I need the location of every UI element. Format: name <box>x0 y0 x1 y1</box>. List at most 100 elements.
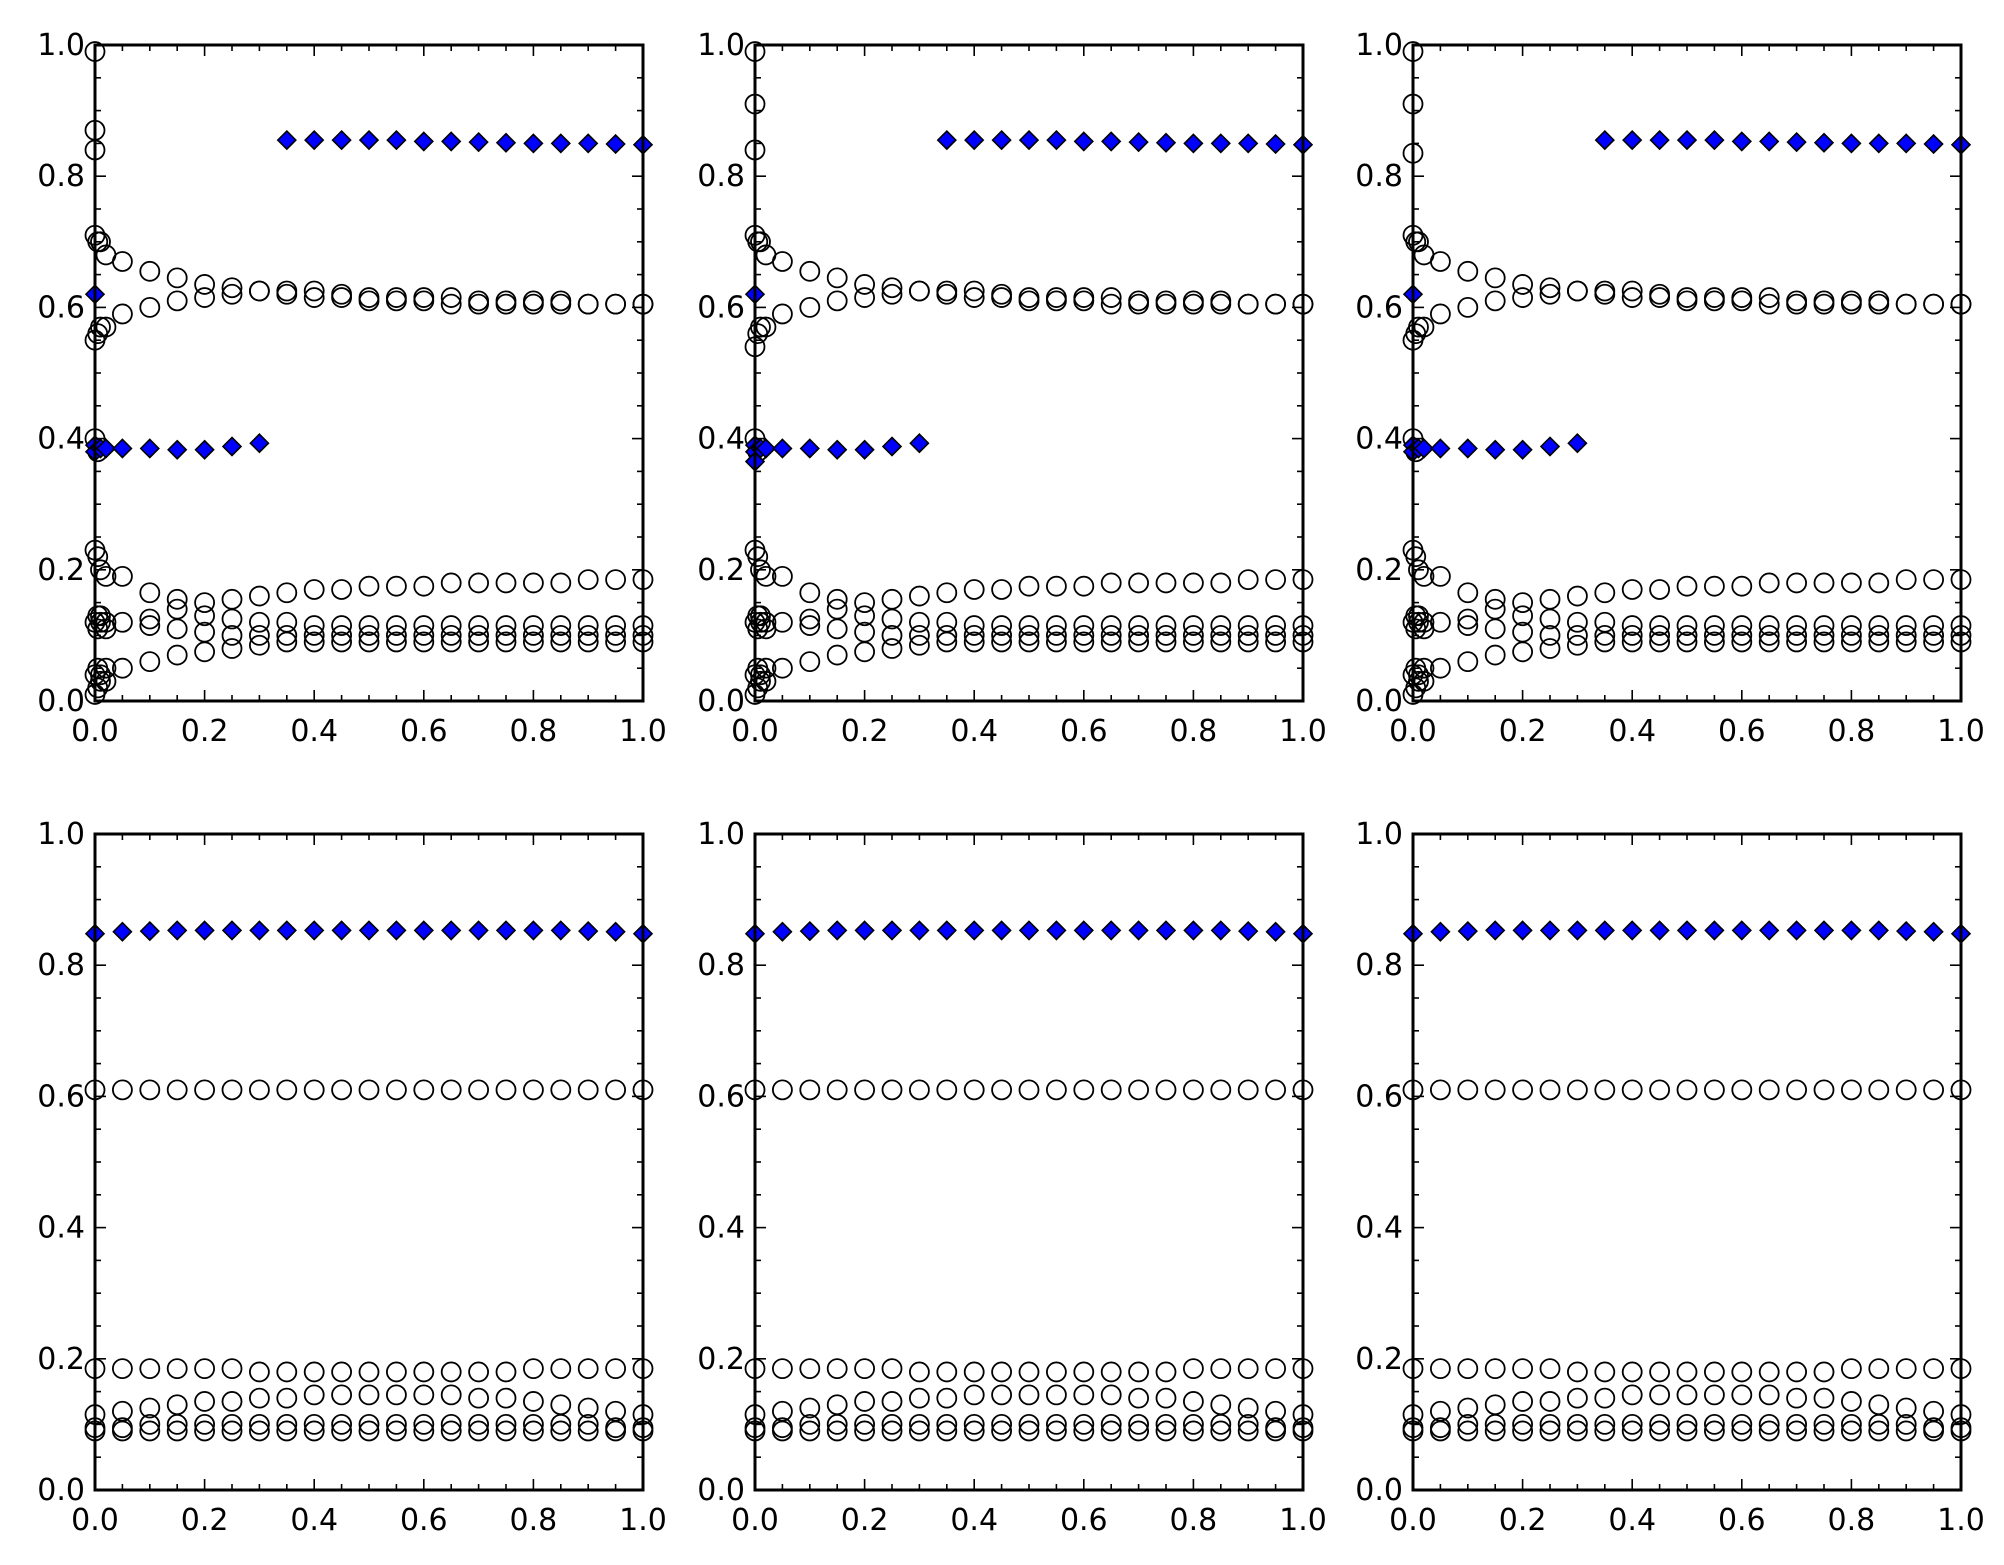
data-point-circle <box>936 631 958 653</box>
data-point-circle <box>1457 260 1479 282</box>
data-point-circle <box>1237 631 1259 653</box>
data-point-circle <box>1430 1420 1451 1442</box>
x-tick-label: 1.0 <box>1279 714 1327 749</box>
x-tick-label: 0.6 <box>1060 714 1108 749</box>
data-point-circle <box>1155 631 1177 653</box>
data-point-circle <box>1484 1414 1506 1435</box>
data-point-circle <box>826 644 848 666</box>
data-point-circle <box>1895 1420 1917 1442</box>
data-point-circle <box>936 1079 958 1101</box>
data-point-circle <box>1430 611 1451 633</box>
data-point-circle <box>1128 1387 1149 1409</box>
data-point-circle <box>963 615 985 636</box>
data-point-circle <box>963 631 985 653</box>
y-tick-label: 0.6 <box>1355 1079 1403 1114</box>
data-point-circle <box>385 631 407 653</box>
data-point-circle <box>772 303 793 325</box>
data-point-circle <box>276 1387 298 1409</box>
data-point-circle <box>221 1358 243 1380</box>
data-point-circle <box>799 1358 821 1380</box>
data-point-circle <box>440 1361 462 1383</box>
data-point-circle <box>799 1397 821 1419</box>
data-point-circle <box>1841 572 1862 594</box>
data-point-circle <box>550 625 572 646</box>
subplot-3: 0.0 0.2 0.4 0.6 0.8 1.0 0.0 0.2 0.4 0.6 0.8 1.0 <box>1355 28 1985 749</box>
data-point-circle <box>139 1420 161 1442</box>
data-point-diamond <box>441 131 462 152</box>
data-point-circle <box>909 585 930 607</box>
data-point-circle <box>1408 231 1429 253</box>
data-point-circle <box>385 1414 407 1435</box>
data-point-circle <box>413 575 435 597</box>
data-point-circle <box>413 631 435 653</box>
series-diamond <box>744 920 1314 944</box>
data-point-circle <box>936 1414 958 1435</box>
data-point-circle <box>1210 625 1232 646</box>
data-point-circle <box>1676 575 1698 597</box>
subplot-grid: 0.0 0.2 0.4 0.6 0.8 1.00.00.20.40.60.81.00.0 0… <box>37 28 1985 1538</box>
data-point-diamond <box>827 920 848 941</box>
data-point-circle <box>909 634 930 656</box>
data-point-circle <box>1237 1358 1259 1380</box>
data-point-diamond <box>1813 920 1835 941</box>
y-tick-label: 0.2 <box>37 553 85 588</box>
data-point-circle <box>1786 1420 1807 1442</box>
x-tick-label: 0.0 <box>71 1503 119 1538</box>
data-point-diamond <box>909 920 930 941</box>
data-point-circle <box>881 1420 903 1442</box>
data-point-circle <box>1786 293 1807 315</box>
data-point-circle <box>1731 1384 1753 1406</box>
data-point-diamond <box>468 131 489 153</box>
data-point-circle <box>1512 1420 1533 1442</box>
data-point-circle <box>1046 1420 1067 1442</box>
y-tick-label: 1.0 <box>37 28 85 63</box>
data-point-circle <box>468 631 490 653</box>
data-point-circle <box>1210 572 1232 594</box>
axes-frame <box>1411 832 1963 1492</box>
data-point-circle <box>1265 615 1286 636</box>
y-tick-label: 0.0 <box>697 1473 745 1508</box>
data-point-circle <box>440 615 462 636</box>
data-point-circle <box>194 1420 216 1442</box>
data-point-circle <box>1567 1414 1588 1435</box>
x-tick-label: 0.2 <box>1499 1503 1547 1538</box>
data-point-diamond <box>772 921 793 942</box>
data-point-circle <box>1237 569 1259 591</box>
x-tick-label: 0.8 <box>1828 1503 1876 1538</box>
data-point-circle <box>1018 1361 1040 1383</box>
data-point-circle <box>1649 631 1670 653</box>
data-point-circle <box>854 1391 875 1412</box>
data-point-circle <box>1731 1420 1753 1442</box>
data-point-circle <box>1512 274 1533 295</box>
data-point-diamond <box>221 436 243 457</box>
data-point-circle <box>303 287 325 308</box>
data-point-circle <box>1758 1414 1780 1435</box>
data-point-circle <box>1676 290 1698 312</box>
data-point-circle <box>1155 293 1177 315</box>
data-point-circle <box>1786 1079 1807 1101</box>
data-point-circle <box>1786 615 1807 636</box>
data-point-circle <box>1758 1361 1780 1383</box>
y-tick-label: 0.4 <box>37 422 85 457</box>
data-point-circle <box>276 1361 298 1383</box>
data-point-circle <box>854 592 875 613</box>
data-point-circle <box>1649 1384 1670 1406</box>
data-point-diamond <box>605 133 626 155</box>
data-point-diamond <box>578 133 599 154</box>
data-point-circle <box>1649 1079 1670 1101</box>
subplot-2: 0.0 0.2 0.4 0.6 0.8 1.0 0.0 0.2 0.4 0.6 0.8 1.0 <box>697 28 1327 749</box>
y-tick-label: 0.6 <box>697 290 745 325</box>
data-point-diamond <box>441 920 462 941</box>
data-point-circle <box>331 1420 353 1442</box>
data-point-circle <box>1183 1420 1204 1442</box>
data-point-circle <box>303 1079 325 1101</box>
y-tick-label: 1.0 <box>697 28 745 63</box>
data-point-diamond <box>854 920 875 941</box>
data-point-circle <box>1046 1079 1067 1101</box>
data-point-circle <box>1237 1397 1259 1419</box>
data-point-diamond <box>881 920 903 941</box>
data-point-diamond <box>1539 920 1561 941</box>
data-point-diamond <box>304 129 325 151</box>
data-point-circle <box>750 316 771 338</box>
